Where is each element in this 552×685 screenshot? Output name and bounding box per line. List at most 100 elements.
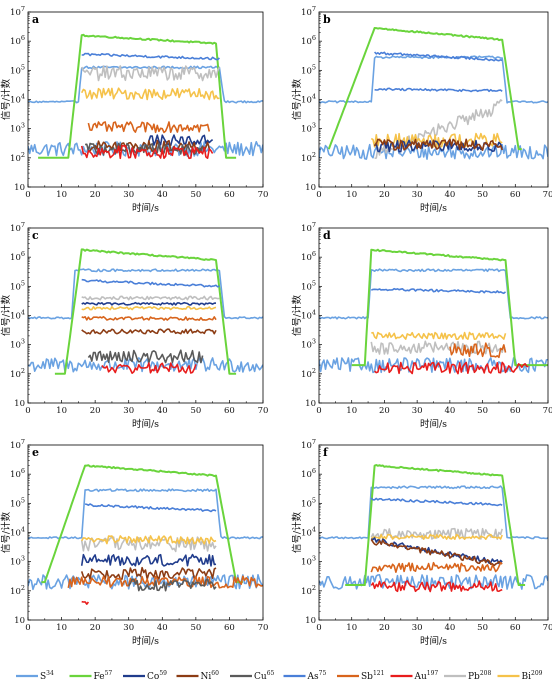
plot-frame xyxy=(318,11,549,188)
series-line-sb121 xyxy=(67,575,263,589)
y-tick-exponent: 7 xyxy=(21,221,25,229)
series-line-bi209 xyxy=(81,306,217,311)
y-tick-exponent: 3 xyxy=(21,555,25,563)
y-tick-exponent: 6 xyxy=(312,34,316,42)
y-tick-label: 10 xyxy=(14,183,25,193)
x-tick-label: 60 xyxy=(224,623,235,633)
x-tick-label: 60 xyxy=(510,190,521,200)
x-axis-label: 时间/s xyxy=(420,635,447,647)
x-tick-label: 70 xyxy=(543,406,552,416)
y-tick-exponent: 3 xyxy=(21,122,25,130)
y-tick-label: 102 xyxy=(10,584,25,597)
y-tick-exponent: 5 xyxy=(21,496,25,504)
y-axis-label: 信号/计数 xyxy=(0,294,12,336)
y-tick-exponent: 5 xyxy=(312,496,316,504)
x-tick-label: 10 xyxy=(346,190,357,200)
series-group xyxy=(28,248,263,375)
y-tick-exponent: 6 xyxy=(312,467,316,475)
series-line-cu65 xyxy=(128,578,217,592)
legend-label: Sb121 xyxy=(361,670,384,682)
panel-f: 0 10 20 30 40 50 60 7010102103104105106107f时间/s… xyxy=(291,438,552,647)
y-tick-exponent: 6 xyxy=(21,250,25,258)
x-tick-label: 20 xyxy=(379,623,390,633)
y-tick-label: 103 xyxy=(301,338,316,351)
y-tick-label: 10 xyxy=(305,616,316,626)
series-line-fe57 xyxy=(351,248,548,367)
y-tick-label: 10 xyxy=(305,183,316,193)
y-tick-exponent: 4 xyxy=(312,526,316,534)
y-tick-label: 106 xyxy=(10,250,25,263)
y-tick-exponent: 4 xyxy=(312,93,316,101)
y-tick-label: 105 xyxy=(301,63,316,76)
y-tick-exponent: 3 xyxy=(312,555,316,563)
y-tick-label: 103 xyxy=(301,122,316,135)
y-tick-label: 106 xyxy=(10,34,25,47)
x-tick-label: 30 xyxy=(412,190,423,200)
series-line-as75 xyxy=(81,278,220,288)
series-line-co59 xyxy=(80,553,217,567)
y-tick-exponent: 4 xyxy=(312,309,316,317)
y-tick-label: 107 xyxy=(301,221,316,234)
series-line-au197 xyxy=(81,600,90,605)
x-tick-label: 70 xyxy=(543,623,552,633)
x-tick-label: 30 xyxy=(123,406,134,416)
series-group xyxy=(319,464,548,593)
series-line-bi209 xyxy=(370,533,503,540)
series-line-ni60 xyxy=(370,539,503,567)
legend-label: Au197 xyxy=(414,670,439,682)
x-tick-label: 40 xyxy=(444,190,455,200)
legend: S34 Fe57 Co59 Ni60 Cu65 As75 Sb121 Au197 Pb208 Bi… xyxy=(16,670,543,682)
x-tick-label: 0 xyxy=(316,190,321,200)
x-tick-label: 10 xyxy=(56,406,67,416)
x-tick-label: 0 xyxy=(25,406,30,416)
y-tick-label: 103 xyxy=(301,555,316,568)
y-tick-label: 105 xyxy=(10,279,25,292)
x-axis-label: 时间/s xyxy=(132,202,159,214)
legend-label: S34 xyxy=(40,670,54,682)
legend-isotope: 208 xyxy=(480,670,492,677)
series-line-as75 xyxy=(370,497,503,507)
y-tick-label: 105 xyxy=(10,496,25,509)
series-line-s34 xyxy=(319,357,548,374)
y-tick-label: 10 xyxy=(14,399,25,409)
x-tick-label: 60 xyxy=(510,406,521,416)
x-tick-label: 50 xyxy=(190,190,201,200)
y-axis-label: 信号/计数 xyxy=(0,511,12,553)
x-tick-label: 70 xyxy=(543,190,552,200)
series-line-pb208 xyxy=(81,295,220,301)
y-axis-label: 信号/计数 xyxy=(291,511,303,553)
series-line-fe57 xyxy=(38,33,237,159)
series-line-co59 xyxy=(370,537,503,565)
x-tick-label: 40 xyxy=(157,623,168,633)
series-line-s34 xyxy=(28,268,263,320)
y-tick-exponent: 3 xyxy=(21,338,25,346)
x-tick-label: 50 xyxy=(190,623,201,633)
y-tick-label: 104 xyxy=(301,309,316,322)
y-tick-label: 106 xyxy=(301,467,316,480)
legend-label: Cu65 xyxy=(254,670,275,682)
panel-label: b xyxy=(323,13,331,26)
y-axis-label: 信号/计数 xyxy=(0,78,12,120)
x-tick-label: 50 xyxy=(477,623,488,633)
y-tick-label: 102 xyxy=(301,584,316,597)
y-tick-exponent: 3 xyxy=(312,122,316,130)
x-tick-label: 60 xyxy=(510,623,521,633)
series-group xyxy=(319,248,548,375)
x-tick-label: 40 xyxy=(157,406,168,416)
legend-label: Ni60 xyxy=(201,670,220,682)
series-line-s34 xyxy=(28,488,263,540)
x-tick-label: 40 xyxy=(157,190,168,200)
series-group xyxy=(28,464,263,605)
y-tick-exponent: 5 xyxy=(21,279,25,287)
x-tick-label: 0 xyxy=(25,623,30,633)
y-tick-label: 107 xyxy=(10,5,25,18)
y-tick-label: 107 xyxy=(301,5,316,18)
x-tick-label: 10 xyxy=(56,190,67,200)
y-tick-label: 104 xyxy=(10,526,25,539)
legend-isotope: 197 xyxy=(427,670,439,677)
panel-c: 0 10 20 30 40 50 60 7010102103104105106107c时间/s… xyxy=(0,221,268,430)
series-group xyxy=(319,27,548,160)
x-tick-label: 10 xyxy=(346,406,357,416)
y-tick-label: 105 xyxy=(10,63,25,76)
